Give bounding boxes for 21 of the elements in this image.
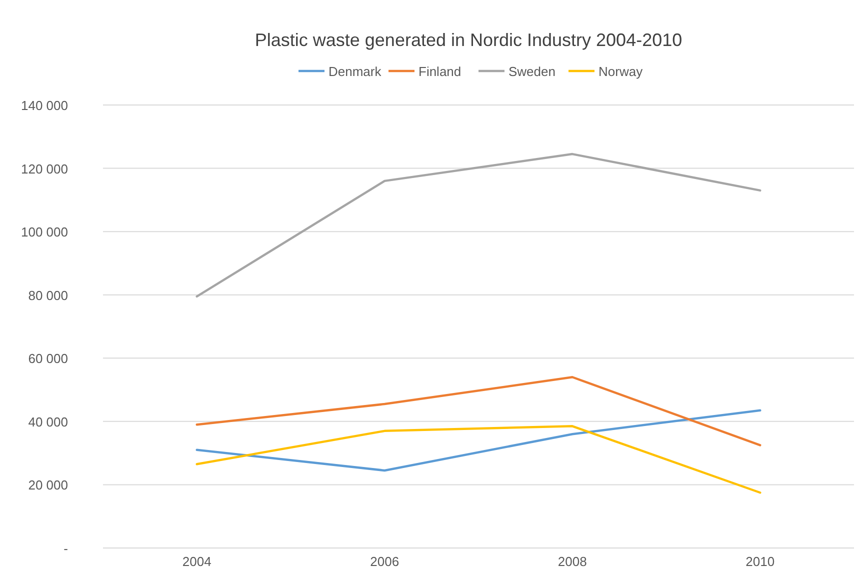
y-tick-label: 20 000 <box>28 478 68 493</box>
y-tick-label: 120 000 <box>21 161 68 176</box>
x-tick-label: 2008 <box>558 554 587 569</box>
line-series <box>196 376 762 446</box>
legend-label: Finland <box>418 64 462 79</box>
y-tick-label: 100 000 <box>21 224 68 240</box>
line-series <box>196 152 762 298</box>
y-tick-label: - <box>64 541 68 556</box>
legend-label: Sweden <box>508 64 556 79</box>
line-series <box>196 425 762 494</box>
y-tick-label: 60 000 <box>28 351 68 366</box>
y-tick-label: 40 000 <box>28 414 68 430</box>
chart-title: Plastic waste generated in Nordic Industry 2004-2010 <box>254 30 682 50</box>
x-tick-label: 2004 <box>182 554 212 569</box>
y-tick-label: 140 000 <box>21 98 68 113</box>
x-tick-label: 2006 <box>370 554 400 569</box>
x-tick-label: 2010 <box>746 554 775 569</box>
line-series <box>196 409 762 472</box>
legend-label: Norway <box>598 64 644 79</box>
legend-label: Denmark <box>328 64 382 79</box>
y-tick-label: 80 000 <box>28 288 68 303</box>
